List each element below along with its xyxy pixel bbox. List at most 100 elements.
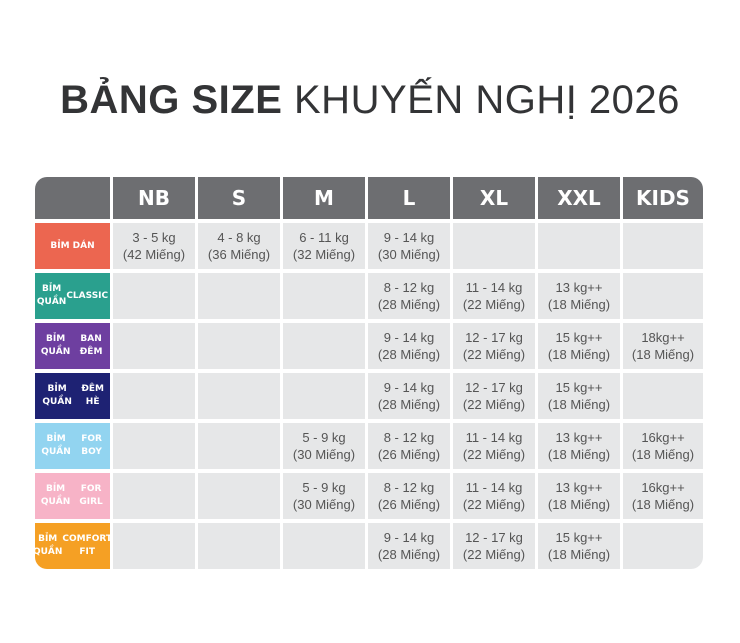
piece-count: (22 Miếng) [462, 497, 526, 512]
size-cell: 8 - 12 kg (26 Miếng) [368, 423, 450, 469]
size-header-s: S [198, 177, 280, 219]
piece-count: (28 Miếng) [377, 397, 441, 412]
weight-range: 9 - 14 kg [383, 330, 435, 345]
size-cell: 9 - 14 kg (28 Miếng) [368, 523, 450, 569]
size-cell: 3 - 5 kg (42 Miếng) [113, 223, 195, 269]
size-cell: 5 - 9 kg (30 Miếng) [283, 423, 365, 469]
piece-count: (18 Miếng) [547, 447, 611, 462]
row-label: BỈM QUẦN FOR GIRL [35, 473, 110, 519]
size-cell [198, 273, 280, 319]
size-cell: 12 - 17 kg (22 Miếng) [453, 323, 535, 369]
weight-range: 16kg++ [641, 480, 685, 495]
piece-count: (42 Miếng) [122, 247, 186, 262]
size-cell [283, 323, 365, 369]
piece-count: (22 Miếng) [462, 347, 526, 362]
piece-count: (30 Miếng) [292, 447, 356, 462]
row-label: BỈM QUẦN COMFORT FIT [32, 523, 112, 569]
weight-range: 4 - 8 kg [217, 230, 261, 245]
piece-count: (28 Miếng) [377, 297, 441, 312]
weight-range: 6 - 11 kg [299, 230, 349, 245]
size-cell: 12 - 17 kg (22 Miếng) [453, 523, 535, 569]
size-header-l: L [368, 177, 450, 219]
row-label-line: BỈM QUẦN [36, 284, 67, 307]
size-cell [623, 223, 703, 269]
piece-count: (18 Miếng) [631, 497, 695, 512]
size-cell [198, 473, 280, 519]
size-cell [113, 273, 195, 319]
weight-range: 12 - 17 kg [465, 380, 523, 395]
piece-count: (36 Miếng) [207, 247, 271, 262]
size-cell: 11 - 14 kg (22 Miếng) [453, 273, 535, 319]
piece-count: (22 Miếng) [462, 397, 526, 412]
size-header-nb: NB [113, 177, 195, 219]
weight-range: 12 - 17 kg [465, 330, 523, 345]
weight-range: 15 kg++ [555, 330, 603, 345]
weight-range: 9 - 14 kg [383, 380, 435, 395]
size-cell: 13 kg++ (18 Miếng) [538, 473, 620, 519]
weight-range: 5 - 9 kg [302, 430, 346, 445]
weight-range: 9 - 14 kg [383, 230, 435, 245]
weight-range: 8 - 12 kg [383, 430, 435, 445]
size-cell: 15 kg++ (18 Miếng) [538, 373, 620, 419]
size-header-xxl: XXL [538, 177, 620, 219]
piece-count: (22 Miếng) [462, 297, 526, 312]
row-label: BỈM QUẦN BAN ĐÊM [35, 323, 110, 369]
size-cell: 9 - 14 kg (28 Miếng) [368, 323, 450, 369]
size-cell: 9 - 14 kg (30 Miếng) [368, 223, 450, 269]
piece-count: (18 Miếng) [547, 347, 611, 362]
piece-count: (18 Miếng) [631, 447, 695, 462]
size-cell [623, 273, 703, 319]
size-cell [113, 423, 195, 469]
row-label-line: BỈM QUẦN [42, 384, 72, 407]
size-cell [198, 373, 280, 419]
size-table: NB S M L XL XXL KIDS BỈM DÁN 3 - 5 kg (42 Miếng) 4… [32, 177, 705, 569]
row-label-line: BAN ĐÊM [79, 334, 103, 357]
size-cell [198, 523, 280, 569]
row-label-line: BỈM QUẦN [40, 484, 71, 507]
row-label-line: FOR BOY [81, 434, 102, 457]
row-label-line: CLASSIC [66, 290, 109, 301]
size-cell [283, 523, 365, 569]
title-bold: BẢNG SIZE [60, 78, 283, 122]
size-cell: 6 - 11 kg (32 Miếng) [283, 223, 365, 269]
weight-range: 15 kg++ [555, 380, 603, 395]
piece-count: (22 Miếng) [462, 447, 526, 462]
size-cell: 8 - 12 kg (28 Miếng) [368, 273, 450, 319]
size-cell: 16kg++ (18 Miếng) [623, 473, 703, 519]
weight-range: 11 - 14 kg [465, 430, 523, 445]
piece-count: (18 Miếng) [547, 547, 611, 562]
row-label-line: BỈM DÁN [50, 240, 95, 251]
size-cell [198, 323, 280, 369]
size-cell: 16kg++ (18 Miếng) [623, 423, 703, 469]
row-label-line: BỈM QUẦN [40, 334, 71, 357]
size-header-kids: KIDS [623, 177, 703, 219]
size-cell [113, 373, 195, 419]
size-cell [283, 273, 365, 319]
title-regular: KHUYẾN NGHỊ 2026 [294, 78, 680, 122]
size-cell: 8 - 12 kg (26 Miếng) [368, 473, 450, 519]
piece-count: (26 Miếng) [377, 497, 441, 512]
piece-count: (22 Miếng) [462, 547, 526, 562]
size-cell [538, 223, 620, 269]
piece-count: (18 Miếng) [547, 497, 611, 512]
row-label: BỈM QUẦN CLASSIC [35, 273, 110, 319]
size-cell: 11 - 14 kg (22 Miếng) [453, 473, 535, 519]
size-cell [198, 423, 280, 469]
size-cell [283, 373, 365, 419]
weight-range: 5 - 9 kg [302, 480, 346, 495]
weight-range: 16kg++ [641, 430, 685, 445]
size-cell: 18kg++ (18 Miếng) [623, 323, 703, 369]
piece-count: (26 Miếng) [377, 447, 441, 462]
piece-count: (28 Miếng) [377, 347, 441, 362]
weight-range: 18kg++ [641, 330, 685, 345]
size-header-xl: XL [453, 177, 535, 219]
size-cell: 5 - 9 kg (30 Miếng) [283, 473, 365, 519]
size-cell [113, 473, 195, 519]
row-label-line: BỈM QUẦN [32, 534, 63, 557]
piece-count: (30 Miếng) [377, 247, 441, 262]
piece-count: (32 Miếng) [292, 247, 356, 262]
size-cell: 15 kg++ (18 Miếng) [538, 323, 620, 369]
size-cell: 13 kg++ (18 Miếng) [538, 423, 620, 469]
piece-count: (30 Miếng) [292, 497, 356, 512]
size-cell [623, 373, 703, 419]
